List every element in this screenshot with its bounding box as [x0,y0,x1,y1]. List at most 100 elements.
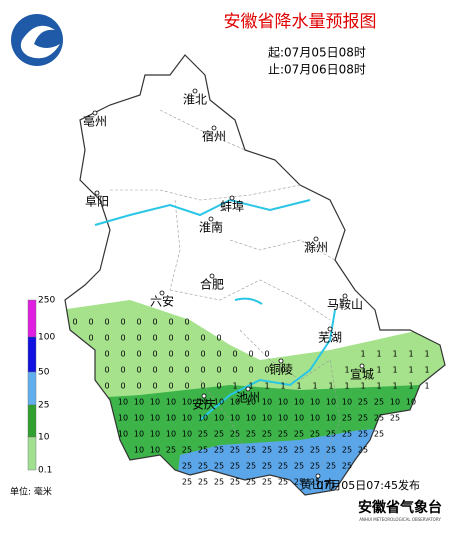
grid-value: 1 [424,350,429,359]
end-time: 止:07月06日08时 [268,63,366,77]
grid-value: 25 [182,478,192,487]
grid-value: 1 [344,366,349,375]
grid-value: 0 [232,366,237,375]
grid-value: 10 [342,398,352,407]
grid-value: 1 [424,382,429,391]
grid-value: 0 [216,382,221,391]
grid-value: 10 [166,430,176,439]
grid-value: 25 [278,462,288,471]
grid-value: 0 [200,382,205,391]
grid-value: 1 [408,350,413,359]
city-dot [315,473,321,479]
grid-value: 10 [118,398,128,407]
grid-value: 0 [136,366,141,375]
city-label: 池州 [236,391,260,405]
grid-value: 0 [280,366,285,375]
grid-value: 1 [232,382,237,391]
grid-value: 25 [198,462,208,471]
grid-value: 0 [152,366,157,375]
city-borders [110,109,341,471]
grid-value: 25 [198,478,208,487]
legend-label: 50 [38,368,50,378]
grid-value: 0 [136,350,141,359]
grid-values: 0 0 0 0 0 0 0 00 0 0 0 0 0 0 0 00 0 0 0 0 0 0 0 0 0 0 1 1 1 1 10 0 0 0 0 0 0… [72,318,429,487]
grid-value: 25 [166,446,176,455]
city-label: 宣城 [350,367,374,382]
grid-value: 25 [342,430,352,439]
grid-value: 0 [184,318,189,327]
grid-value: 1 [264,382,269,391]
grid-value: 25 [214,462,224,471]
grid-value: 25 [310,462,320,471]
grid-value: 25 [230,446,240,455]
city-label: 六安 [150,294,174,309]
grid-value: 0 [136,334,141,343]
grid-value: 1 [408,382,413,391]
grid-value: 0 [152,318,157,327]
grid-value: 0 [200,350,205,359]
city-label: 芜湖 [318,330,342,345]
grid-value: 10 [246,414,256,423]
grid-value: 25 [246,446,256,455]
grid-value: 25 [182,462,192,471]
grid-value: 25 [262,446,272,455]
grid-value: 0 [104,366,109,375]
grid-value: 1 [248,382,253,391]
grid-value: 0 [168,366,173,375]
grid-value: 1 [360,382,365,391]
grid-value: 1 [296,382,301,391]
grid-value: 0 [120,318,125,327]
grid-value: 0 [88,318,93,327]
city-label: 安庆 [192,397,216,412]
grid-value: 25 [390,414,400,423]
grid-value: 10 [182,414,192,423]
grid-value: 10 [214,414,224,423]
grid-value: 10 [310,398,320,407]
grid-value: 25 [374,398,384,407]
grid-value: 0 [168,318,173,327]
city-dot [342,293,348,299]
unit-label: 单位: 毫米 [10,486,52,498]
grid-value: 1 [392,350,397,359]
grid-value: 0 [104,350,109,359]
grid-value: 25 [294,462,304,471]
city-label: 滁州 [304,240,328,255]
grid-value: 25 [198,446,208,455]
grid-value: 25 [374,430,384,439]
grid-value: 0 [216,334,221,343]
grid-value: 0 [248,350,253,359]
grid-value: 25 [358,446,368,455]
rivers [94,198,336,421]
grid-value: 0 [136,382,141,391]
grid-value: 10 [278,398,288,407]
grid-value: 1 [360,366,365,375]
grid-value: 25 [198,430,208,439]
grid-value: 0 [264,350,269,359]
grid-value: 0 [168,350,173,359]
grid-value: 10 [150,414,160,423]
grid-value: 0 [216,350,221,359]
grid-value: 25 [278,446,288,455]
city-dot [229,195,235,201]
grid-value: 10 [198,414,208,423]
grid-value: 10 [150,430,160,439]
grid-value: 10 [230,398,240,407]
grid-value: 25 [342,446,352,455]
city-dot [208,216,214,222]
grid-value: 25 [246,430,256,439]
grid-value: 0 [104,334,109,343]
grid-value: 25 [358,398,368,407]
agency-english: ANHUI METEOROLOGICAL OBSERVATORY [359,517,441,522]
grid-value: 0 [168,334,173,343]
grid-value: 10 [150,446,160,455]
city-label: 黄山市 [300,477,336,492]
grid-value: 1 [280,382,285,391]
grid-value: 25 [230,478,240,487]
grid-value: 0 [152,350,157,359]
legend-label: 250 [38,296,55,306]
grid-value: 0 [104,318,109,327]
grid-value: 0 [120,382,125,391]
grid-value: 10 [118,430,128,439]
grid-value: 10 [118,414,128,423]
grid-value: 0 [72,318,77,327]
